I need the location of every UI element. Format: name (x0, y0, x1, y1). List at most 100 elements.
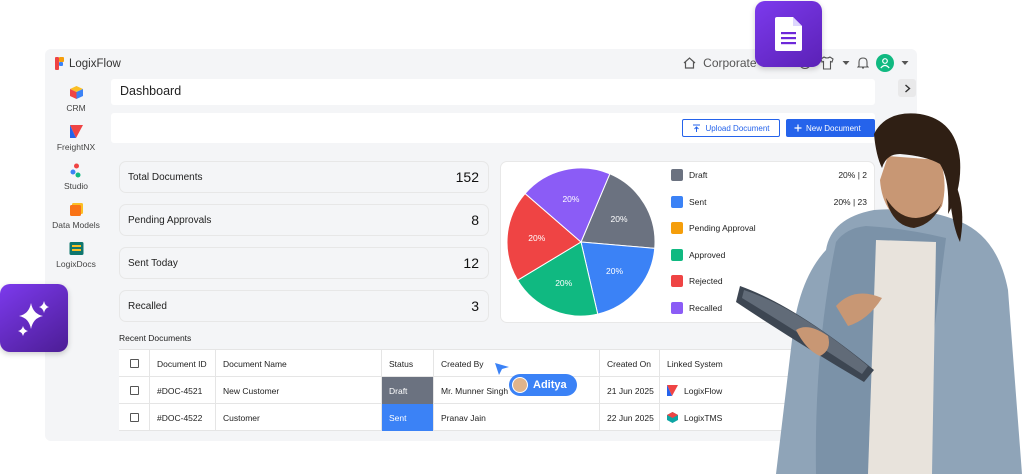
crm-cube-icon (69, 85, 83, 99)
legend-item-sent[interactable]: Sent 20% | 23 (671, 195, 871, 209)
legend-swatch (671, 169, 683, 181)
chevron-down-icon[interactable] (901, 60, 909, 66)
recent-documents-table: Document ID Document Name Status Created… (119, 349, 875, 431)
stat-card-pending-approvals[interactable]: Pending Approvals 8 (119, 204, 489, 236)
legend-label: Sent (689, 196, 707, 207)
sidebar-item-studio[interactable]: Studio (45, 157, 107, 196)
document-name: Customer (216, 404, 382, 431)
collapse-panel-button[interactable] (898, 79, 916, 97)
sidebar-item-crm[interactable]: CRM (45, 79, 107, 118)
column-header[interactable]: Document Name (216, 350, 382, 377)
page-title-card: Dashboard (111, 79, 875, 105)
chevron-down-icon[interactable] (842, 60, 850, 66)
stat-value: 3 (471, 298, 479, 314)
sidebar-item-freightnx[interactable]: FreightNX (45, 118, 107, 157)
table-row[interactable]: #DOC-4521 New Customer Draft Mr. Munner … (119, 377, 875, 404)
created-by: Pranav Jain (434, 404, 600, 431)
select-all-cell[interactable] (119, 350, 150, 377)
plus-icon (794, 124, 802, 132)
legend-label: Approved (689, 249, 726, 260)
stat-card-total-documents[interactable]: Total Documents 152 (119, 161, 489, 193)
legend-item-draft[interactable]: Draft 20% | 2 (671, 168, 871, 182)
column-header[interactable]: Created On (600, 350, 660, 377)
column-header[interactable]: Status (382, 350, 434, 377)
legend-swatch (671, 302, 683, 314)
legend-swatch (671, 248, 683, 261)
row-select-cell[interactable] (119, 404, 150, 431)
linked-system: LogixTMS (660, 404, 875, 431)
user-icon (880, 58, 890, 69)
sparkles-icon (18, 301, 49, 336)
new-document-button[interactable]: New Document (786, 119, 875, 137)
column-header[interactable]: Created By (434, 350, 600, 377)
upload-document-button[interactable]: Upload Document (682, 119, 780, 137)
row-select-cell[interactable] (119, 377, 150, 404)
linked-system: LogixFlow (660, 377, 875, 404)
pie-slice-approved[interactable] (516, 241, 599, 317)
sidebar-item-data-models[interactable]: Data Models (45, 196, 107, 235)
legend-swatch (671, 195, 683, 208)
status-pie-chart: 20% 20% 20% 20% 20% (506, 167, 656, 317)
stat-label: Pending Approvals (128, 214, 212, 226)
row-checkbox[interactable] (130, 413, 139, 422)
collaborator-avatar (512, 377, 528, 393)
document-feature-badge (755, 1, 822, 67)
chevron-right-icon (904, 83, 911, 93)
row-checkbox[interactable] (130, 386, 139, 395)
stat-card-recalled[interactable]: Recalled 3 (119, 290, 489, 322)
logixflow-logo-icon (667, 385, 678, 396)
new-document-label: New Document (806, 123, 861, 133)
created-by: Mr. Munner Singh (434, 377, 600, 404)
column-header[interactable]: Document ID (150, 350, 216, 377)
legend-item-rejected[interactable]: Rejected (671, 274, 871, 288)
table-header-row: Document ID Document Name Status Created… (119, 350, 875, 377)
sidebar-item-label: Data Models (52, 219, 100, 230)
document-id: #DOC-4522 (150, 404, 216, 431)
status-badge: Sent (382, 404, 434, 431)
sidebar-item-label: Studio (63, 180, 89, 191)
created-on: 22 Jun 2025 (600, 404, 660, 431)
main-content: Dashboard Upload Document New Document T… (111, 79, 875, 441)
app-logo[interactable]: LogixFlow (55, 57, 121, 70)
pie-slice-sent[interactable] (580, 241, 656, 315)
upload-icon (693, 124, 701, 132)
linked-system-name: LogixFlow (684, 385, 723, 396)
action-bar: Upload Document New Document (111, 113, 875, 143)
legend-label: Rejected (689, 276, 723, 287)
person-with-tablet-photo (736, 113, 1022, 474)
legend-value: 20% | 23 (833, 196, 867, 207)
user-avatar[interactable] (876, 54, 894, 72)
pie-slice-draft[interactable] (580, 173, 656, 249)
pie-slice-label: 20% (528, 233, 545, 243)
bell-icon[interactable] (857, 56, 869, 70)
upload-document-label: Upload Document (705, 123, 770, 133)
table-row[interactable]: #DOC-4522 Customer Sent Pranav Jain 22 J… (119, 404, 875, 431)
select-all-checkbox[interactable] (130, 359, 139, 368)
logixflow-logo-icon (55, 57, 64, 70)
legend-value: 20% | 2 (838, 170, 867, 180)
created-on: 21 Jun 2025 (600, 377, 660, 404)
cursor-pointer-icon (495, 363, 509, 375)
linked-system-name: LogixTMS (684, 412, 723, 423)
collaborator-name: Aditya (533, 379, 567, 391)
pie-slice-rejected[interactable] (506, 192, 582, 281)
logixdocs-icon (69, 241, 83, 255)
stat-label: Total Documents (128, 171, 203, 183)
pie-slice-label: 20% (611, 214, 628, 224)
column-header[interactable]: Linked System (667, 358, 723, 369)
stat-card-sent-today[interactable]: Sent Today 12 (119, 247, 489, 279)
sidebar-item-label: FreightNX (56, 141, 96, 152)
status-badge: Draft (382, 377, 434, 404)
pie-slice-label: 20% (555, 278, 572, 288)
legend-label: Recalled (689, 303, 723, 313)
stat-label: Recalled (128, 300, 167, 312)
pie-slice-label: 20% (562, 194, 579, 204)
shirt-icon[interactable] (819, 56, 835, 70)
logixtms-logo-icon (667, 412, 678, 423)
legend-item-recalled[interactable]: Recalled (671, 301, 871, 315)
sidebar-item-logixdocs[interactable]: LogixDocs (45, 235, 107, 274)
document-icon (774, 17, 802, 51)
pie-slice-recalled[interactable] (524, 167, 611, 243)
status-chart-card: 20% 20% 20% 20% 20% Draft 20% | 2 Sent 20% | 23… (500, 161, 875, 323)
